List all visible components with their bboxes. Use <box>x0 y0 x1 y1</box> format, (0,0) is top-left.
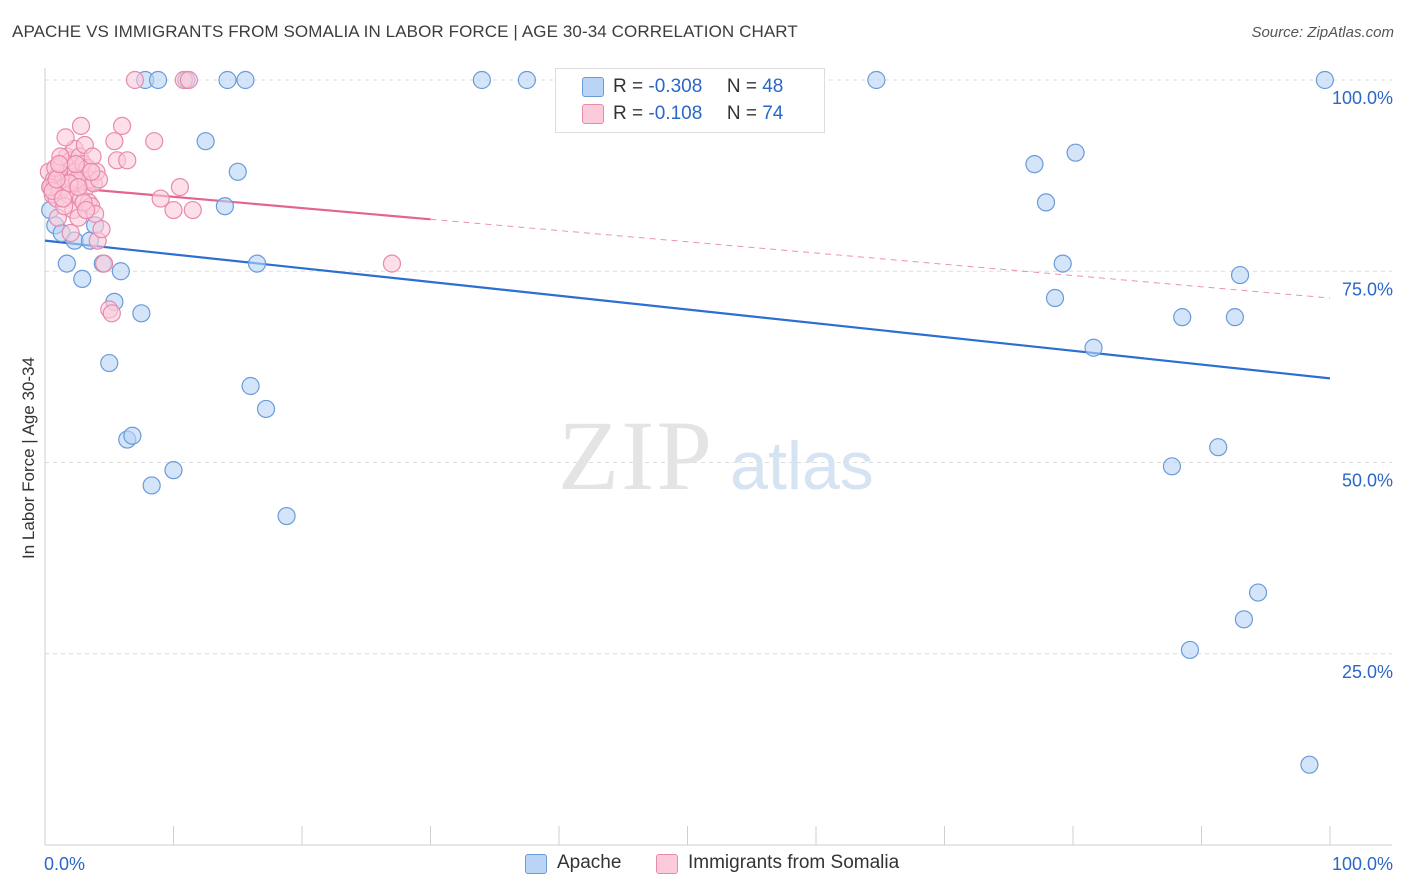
somalia-point <box>382 254 402 273</box>
apache-point <box>148 70 168 90</box>
apache-point <box>247 254 267 273</box>
apache-point <box>1315 70 1334 90</box>
somalia-point <box>95 254 114 273</box>
bottom-legend-swatch-somalia <box>656 854 678 874</box>
apache-point <box>1300 755 1319 774</box>
somalia-point <box>112 116 132 136</box>
apache-point <box>1180 640 1200 660</box>
legend-r-label: R = <box>613 76 644 97</box>
somalia-point <box>83 147 102 166</box>
somalia-point <box>69 178 88 197</box>
legend-swatch-somalia <box>582 104 604 124</box>
y-tick-label: 75.0% <box>1342 279 1393 299</box>
somalia-trend-extension <box>430 218 1331 299</box>
apache-point <box>1084 338 1103 357</box>
apache-point <box>142 476 161 495</box>
legend-r-value-apache: -0.308 <box>648 76 703 97</box>
apache-point <box>73 269 92 288</box>
bottom-legend-label-somalia: Immigrants from Somalia <box>688 852 900 873</box>
somalia-point <box>47 170 66 189</box>
somalia-point <box>53 189 73 208</box>
trend-layer <box>44 184 1331 380</box>
apache-point <box>1162 457 1182 476</box>
watermark-zip: ZIP <box>558 400 714 511</box>
somalia-point <box>56 128 75 147</box>
y-tick-label: 100.0% <box>1332 88 1393 108</box>
apache-point <box>1248 583 1268 602</box>
somalia-point <box>61 223 80 243</box>
apache-trend-line <box>44 239 1331 380</box>
y-axis-title: In Labor Force | Age 30-34 <box>19 357 38 559</box>
bottom-legend-label-apache: Apache <box>557 852 622 873</box>
apache-point <box>1066 143 1085 162</box>
watermark-atlas: atlas <box>730 428 874 504</box>
watermark: ZIP atlas <box>558 400 874 511</box>
x-tick-label: 0.0% <box>44 854 85 874</box>
points-layer <box>39 70 1334 774</box>
y-tick-label: 25.0% <box>1342 662 1393 682</box>
apache-point <box>472 70 491 90</box>
x-tick-label: 100.0% <box>1332 854 1393 874</box>
source-label: Source: ZipAtlas.com <box>1251 24 1394 41</box>
somalia-point <box>145 132 164 151</box>
apache-point <box>1209 438 1228 457</box>
apache-point <box>277 506 296 526</box>
apache-point <box>241 376 260 396</box>
somalia-point <box>105 132 124 151</box>
apache-point <box>1053 254 1072 273</box>
apache-point <box>123 426 142 445</box>
grid-layer <box>45 79 1392 655</box>
somalia-point <box>170 178 190 197</box>
apache-point <box>57 254 76 273</box>
apache-point <box>256 399 276 419</box>
somalia-point <box>164 200 183 220</box>
apache-point <box>867 70 886 90</box>
apache-point <box>1225 308 1245 327</box>
somalia-point <box>183 200 202 220</box>
apache-point <box>1173 308 1192 327</box>
stats-legend: R = -0.308 N = 48 R = -0.108 N = 74 <box>555 68 825 133</box>
legend-n-label: N = <box>726 76 757 97</box>
apache-point <box>215 197 234 216</box>
apache-point <box>517 70 536 90</box>
apache-point <box>1234 610 1254 629</box>
legend-n-label: N = <box>726 103 757 124</box>
apache-point <box>218 70 237 90</box>
somalia-point <box>92 220 111 239</box>
apache-point <box>1045 288 1065 308</box>
somalia-point <box>82 162 101 181</box>
apache-point <box>196 132 215 151</box>
chart-title: APACHE VS IMMIGRANTS FROM SOMALIA IN LAB… <box>12 22 798 41</box>
bottom-legend-swatch-apache <box>525 854 547 874</box>
somalia-point <box>179 70 199 90</box>
labels-layer: 25.0% 50.0% 75.0% 100.0% 0.0% 100.0% <box>44 88 1393 874</box>
somalia-point <box>77 200 96 220</box>
apache-point <box>100 353 119 373</box>
somalia-point <box>102 304 121 323</box>
apache-point <box>164 461 183 480</box>
apache-point <box>1230 265 1250 285</box>
somalia-point <box>118 151 137 170</box>
apache-point <box>228 162 247 181</box>
apache-point <box>1036 193 1056 212</box>
legend-swatch-apache <box>582 77 604 97</box>
legend-r-value-somalia: -0.108 <box>648 103 703 124</box>
legend-n-value-apache: 48 <box>762 76 784 97</box>
somalia-point <box>66 155 85 174</box>
legend-r-label: R = <box>613 103 644 124</box>
somalia-point <box>151 189 170 208</box>
somalia-point <box>125 70 145 90</box>
somalia-trend-line <box>44 184 431 221</box>
axis-layer <box>44 68 1392 846</box>
apache-point <box>236 70 255 90</box>
somalia-point <box>50 155 69 174</box>
somalia-point <box>71 116 91 136</box>
apache-point <box>111 262 130 281</box>
legend-n-value-somalia: 74 <box>762 103 784 124</box>
apache-point <box>1025 155 1044 174</box>
y-tick-label: 50.0% <box>1342 471 1393 491</box>
apache-point <box>132 304 151 323</box>
